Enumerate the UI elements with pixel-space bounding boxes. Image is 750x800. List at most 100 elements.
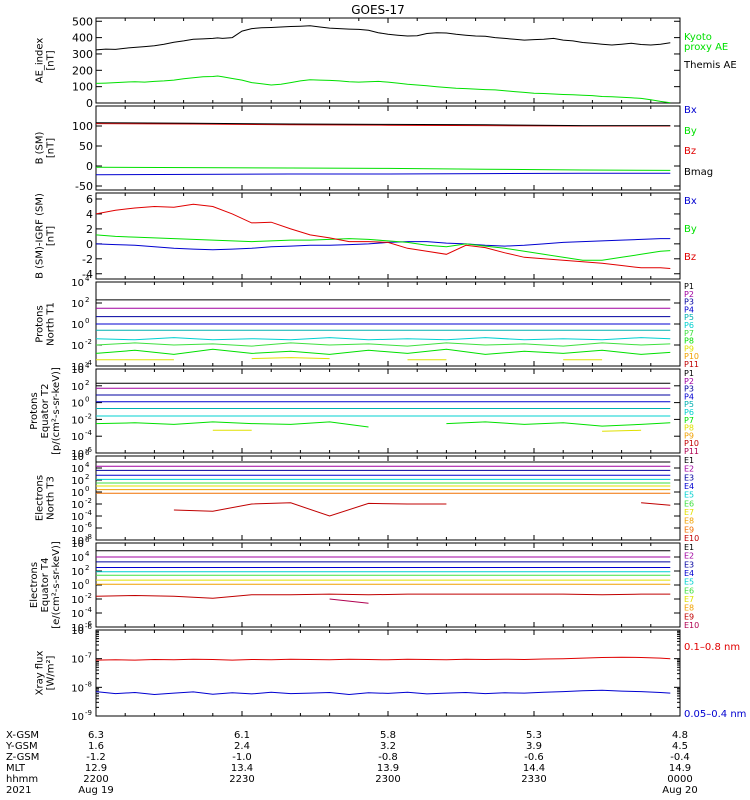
x-axis-value: 2.4 [234, 741, 250, 752]
y-tick-label: 2 [86, 223, 93, 236]
series-line-0-1-0-8-nm [96, 656, 671, 661]
legend-label-p9: P9 [684, 431, 694, 440]
y-tick-exponent: -6 [85, 620, 93, 628]
series-line-bz [96, 203, 671, 269]
y-tick-exponent: -2 [85, 592, 92, 600]
y-tick-label: 10 [71, 595, 84, 606]
y-tick-label: 4 [86, 208, 93, 221]
legend-label-p5: P5 [684, 313, 694, 322]
series-line-e9 [96, 593, 671, 599]
y-tick-label: 0 [86, 238, 93, 251]
y-axis-label: Electrons [35, 475, 46, 521]
y-axis-label: Equator T4 [40, 558, 51, 613]
legend-label-p8: P8 [684, 337, 694, 346]
legend-label-e9: E9 [684, 525, 694, 534]
y-tick-exponent: -2 [85, 497, 92, 505]
series-line-p8 [602, 429, 642, 432]
y-tick-label: 10 [71, 567, 84, 578]
legend-label-by: By [684, 126, 697, 137]
y-tick-exponent: -6 [85, 446, 93, 454]
legend-label-0-1-0-8-nm: 0.1–0.8 nm [684, 642, 740, 653]
legend-label-e10: E10 [684, 534, 699, 543]
x-axis-value: -0.4 [670, 752, 690, 763]
x-axis-value: 6.1 [234, 730, 250, 741]
legend-label-p6: P6 [684, 321, 694, 330]
y-tick-label: 500 [72, 15, 93, 28]
y-tick-label: 10 [71, 476, 84, 487]
legend-label-e4: E4 [684, 482, 694, 491]
y-axis-label: North T1 [46, 302, 57, 346]
legend-label-p10: P10 [684, 439, 699, 448]
x-axis-value: 14.4 [523, 763, 545, 774]
series-line-p9 [251, 357, 330, 360]
x-axis-value: 2330 [521, 774, 546, 785]
y-tick-exponent: -9 [85, 709, 92, 717]
series-group [96, 203, 671, 269]
y-axis-label: AE_index [35, 38, 46, 84]
y-axis-label: [nT] [46, 226, 57, 246]
series-line-p8 [96, 348, 671, 355]
series-line-0-05-0-4-nm [96, 689, 671, 696]
panel-bres: -4 -2 0 2 4 6 B (SM)-IGRF (SM) [nT] Bx By Bz [35, 192, 697, 281]
y-tick-label: 100 [72, 120, 93, 133]
legend-label-e7: E7 [684, 595, 694, 604]
y-axis-label: B (SM)-IGRF (SM) [35, 193, 46, 279]
y-tick-exponent: 2 [85, 564, 89, 572]
y-axis-label: Protons [35, 305, 46, 342]
panel-frame [95, 17, 681, 104]
y-tick-label: 200 [72, 64, 93, 77]
y-axis-label: B (SM) [35, 131, 46, 164]
panel-frame [95, 629, 681, 717]
y-tick-label: 10 [71, 553, 84, 564]
legend-label-e9: E9 [684, 612, 694, 621]
legend-label-p4: P4 [684, 392, 694, 401]
legend-label-p2: P2 [684, 290, 694, 299]
x-axis-value: 4.5 [672, 741, 688, 752]
legend-label-bx: Bx [684, 196, 697, 207]
y-tick-exponent: 2 [85, 473, 89, 481]
x-axis-value: 2200 [83, 774, 108, 785]
x-axis-row-label: 2021 [6, 785, 31, 796]
legend-label-e8: E8 [684, 517, 694, 526]
y-tick-exponent: -2 [85, 338, 92, 346]
legend-label-p5: P5 [684, 400, 694, 409]
y-tick-label: 10 [71, 712, 84, 723]
y-tick-label: 10 [71, 488, 84, 499]
series-line-by [96, 234, 671, 261]
legend-label-p11: P11 [684, 447, 699, 456]
x-axis-value: -1.0 [232, 752, 252, 763]
series-line-p7 [446, 421, 671, 427]
x-axis-value: 14.9 [669, 763, 691, 774]
legend-label-e3: E3 [684, 473, 694, 482]
legend-label-p8: P8 [684, 424, 694, 433]
y-tick-label: 400 [72, 32, 93, 45]
legend-label-e2: E2 [684, 552, 694, 561]
y-tick-label: 10 [71, 524, 84, 535]
y-tick-label: -50 [75, 180, 93, 193]
legend-label-kyoto-proxy-ae: Kyoto [684, 32, 712, 43]
legend-label-p10: P10 [684, 352, 699, 361]
x-axis-value: -0.8 [378, 752, 398, 763]
series-group [96, 461, 671, 517]
y-tick-exponent: 4 [85, 275, 90, 283]
series-line-kyoto-proxy-ae [96, 75, 671, 103]
x-axis-value: Aug 19 [78, 785, 113, 796]
y-tick-label: 6 [86, 193, 93, 206]
legend-label-e7: E7 [684, 508, 694, 517]
x-axis-value: 0000 [667, 774, 692, 785]
y-tick-exponent: -2 [85, 412, 92, 420]
legend-label-kyoto-proxy-ae: proxy AE [684, 42, 728, 53]
series-group [96, 299, 671, 361]
y-tick-exponent: 4 [85, 550, 90, 558]
x-axis-row-label: X-GSM [6, 730, 39, 741]
y-axis-label: [nT] [46, 50, 57, 70]
x-axis-value: 5.3 [526, 730, 542, 741]
y-tick-exponent: 0 [85, 578, 89, 586]
series-line-bx [96, 172, 671, 176]
x-axis-row-label: Z-GSM [6, 752, 39, 763]
x-axis-value: 13.9 [377, 763, 399, 774]
